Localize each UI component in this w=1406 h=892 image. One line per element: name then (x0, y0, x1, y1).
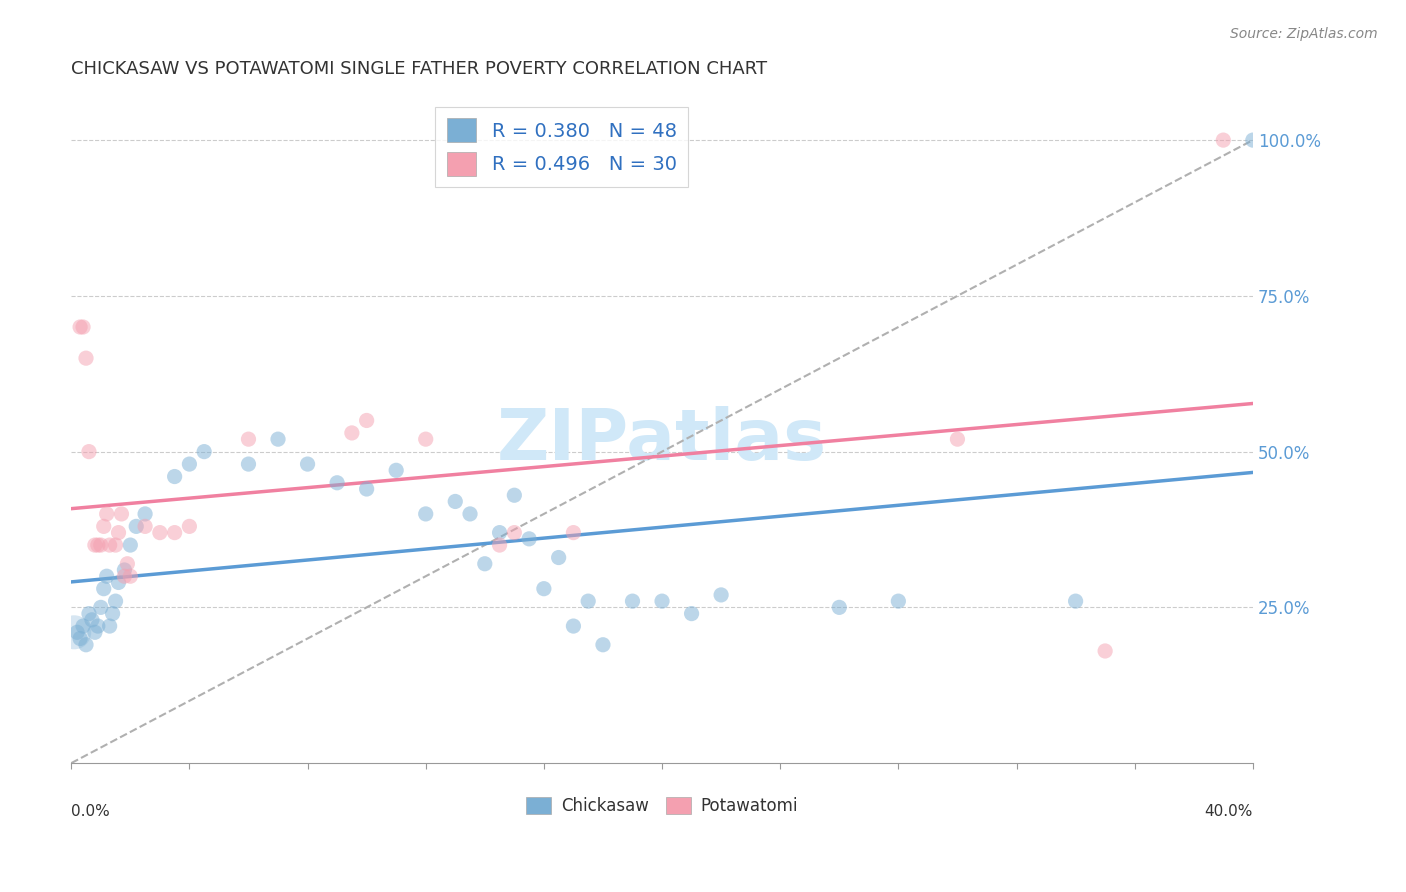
Point (1094, 644, 1116, 658)
Point (112, 563, 135, 577)
Point (90, 600, 112, 615)
Point (69, 320, 91, 334)
Point (238, 432, 260, 446)
Text: 40.0%: 40.0% (1205, 804, 1253, 819)
Point (488, 538, 510, 552)
Point (621, 594, 644, 608)
Point (503, 525, 526, 540)
Text: Source: ZipAtlas.com: Source: ZipAtlas.com (1230, 27, 1378, 41)
Point (562, 525, 585, 540)
Point (75, 638, 97, 652)
Text: CHICKASAW VS POTAWATOMI SINGLE FATHER POVERTY CORRELATION CHART: CHICKASAW VS POTAWATOMI SINGLE FATHER PO… (72, 60, 768, 78)
Point (77, 607, 100, 621)
Point (828, 600, 851, 615)
Point (326, 475, 349, 490)
Text: ZIPatlas: ZIPatlas (496, 406, 827, 475)
Point (385, 463, 408, 477)
Point (107, 525, 129, 540)
Point (93, 519, 115, 533)
Point (517, 532, 540, 546)
Point (112, 569, 135, 583)
Point (547, 550, 569, 565)
Point (80, 613, 103, 627)
Point (149, 525, 172, 540)
Point (356, 413, 378, 427)
Point (120, 538, 142, 552)
Legend: Chickasaw, Potawatomi: Chickasaw, Potawatomi (519, 790, 804, 822)
Point (681, 607, 703, 621)
Point (83, 538, 105, 552)
Point (340, 425, 363, 440)
Point (96, 507, 118, 521)
Point (63, 625, 86, 640)
Point (90, 538, 112, 552)
Point (267, 432, 290, 446)
Point (101, 607, 124, 621)
Point (72, 619, 94, 633)
Point (887, 594, 910, 608)
Point (93, 582, 115, 596)
Point (87, 538, 110, 552)
Point (533, 582, 555, 596)
Point (297, 457, 319, 471)
Point (1064, 594, 1087, 608)
Point (946, 432, 969, 446)
Point (1241, 133, 1264, 147)
Point (458, 507, 481, 521)
Point (104, 538, 127, 552)
Point (120, 569, 142, 583)
Point (474, 557, 496, 571)
Point (104, 594, 127, 608)
Point (163, 469, 186, 483)
Point (107, 575, 129, 590)
Point (415, 432, 437, 446)
Point (592, 638, 614, 652)
Point (356, 482, 378, 496)
Text: 0.0%: 0.0% (72, 804, 110, 819)
Point (98, 538, 121, 552)
Point (75, 351, 97, 366)
Point (444, 494, 467, 508)
Point (179, 519, 201, 533)
Point (710, 588, 733, 602)
Point (117, 557, 139, 571)
Point (98, 619, 121, 633)
Point (87, 619, 110, 633)
Point (1212, 133, 1234, 147)
Point (488, 525, 510, 540)
Point (651, 594, 673, 608)
Point (110, 507, 132, 521)
Point (193, 444, 215, 458)
Point (503, 488, 526, 502)
Point (179, 457, 201, 471)
Point (125, 519, 148, 533)
Point (238, 457, 260, 471)
Point (163, 525, 186, 540)
Point (96, 569, 118, 583)
Point (77, 444, 100, 458)
Point (83, 625, 105, 640)
Point (576, 594, 599, 608)
Point (134, 507, 156, 521)
Point (562, 619, 585, 633)
Point (66, 625, 89, 640)
Point (72, 320, 94, 334)
Point (415, 507, 437, 521)
Point (134, 519, 156, 533)
Point (69, 632, 91, 646)
